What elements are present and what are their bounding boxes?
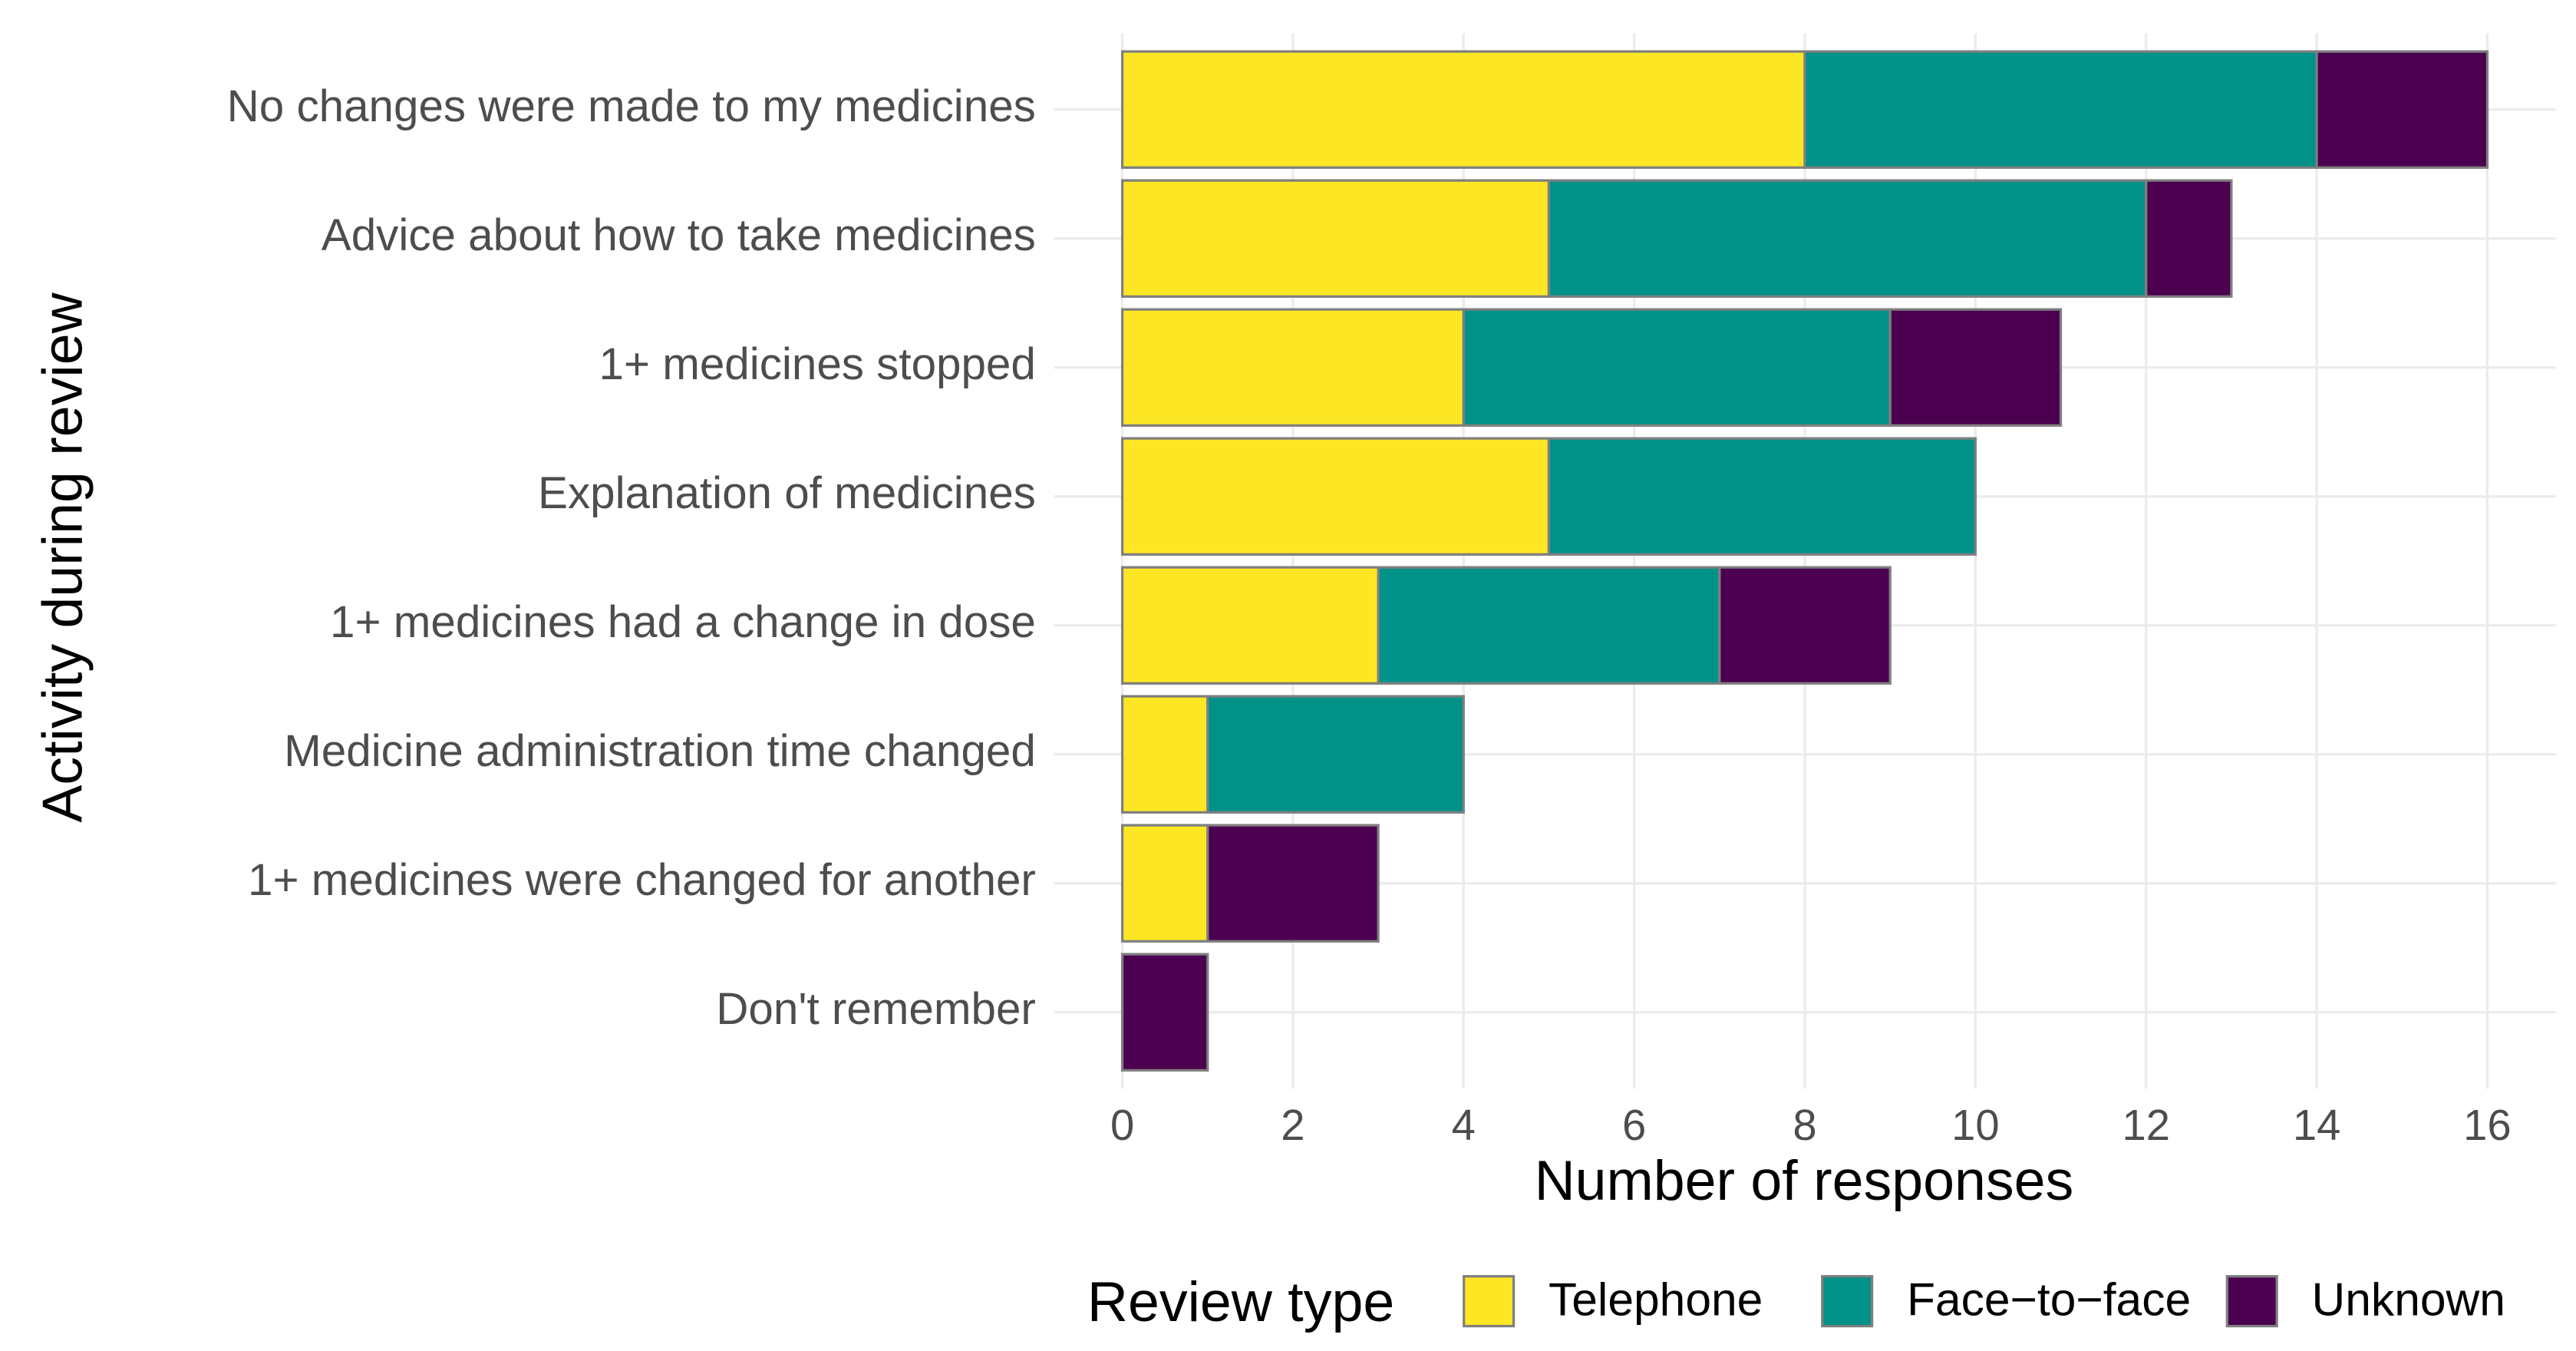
- y-tick-label: No changes were made to my medicines: [227, 81, 1036, 131]
- y-tick-label: 1+ medicines had a change in dose: [330, 597, 1036, 647]
- bar-segment: [1206, 695, 1465, 814]
- bar-segment: [1888, 308, 2063, 427]
- bar-segment: [1462, 308, 1892, 427]
- x-tick-label: 8: [1793, 1101, 1816, 1149]
- bar-segment: [1803, 50, 2318, 169]
- x-tick-label: 4: [1452, 1101, 1476, 1149]
- bar-segment: [1120, 50, 1806, 169]
- bar-segment: [1120, 437, 1551, 556]
- y-tick-label: Medicine administration time changed: [284, 726, 1036, 776]
- bar-segment: [1547, 179, 2148, 298]
- y-tick-label: Explanation of medicines: [538, 468, 1036, 518]
- legend-label: Telephone: [1549, 1273, 1763, 1325]
- x-tick-label: 0: [1110, 1101, 1134, 1149]
- legend-key: [2225, 1275, 2278, 1328]
- legend-title: Review type: [1087, 1270, 1394, 1333]
- bar-segment: [1120, 566, 1380, 685]
- x-axis-title: Number of responses: [1535, 1148, 2074, 1212]
- x-tick-label: 6: [1622, 1101, 1646, 1149]
- x-tick-label: 12: [2122, 1101, 2170, 1149]
- legend-key: [1821, 1275, 1874, 1328]
- bar-segment: [1120, 179, 1551, 298]
- bar-segment: [1718, 566, 1892, 685]
- x-tick-label: 14: [2293, 1101, 2341, 1149]
- legend-label: Face−to−face: [1907, 1273, 2191, 1325]
- bar-segment: [2145, 179, 2233, 298]
- y-tick-label: Don't remember: [716, 984, 1036, 1034]
- bar-segment: [1377, 566, 1721, 685]
- x-tick-label: 16: [2463, 1101, 2512, 1149]
- bar-segment: [2315, 50, 2489, 169]
- bar-segment: [1547, 437, 1977, 556]
- x-tick-label: 2: [1281, 1101, 1304, 1149]
- bar-segment: [1206, 824, 1380, 943]
- y-tick-label: 1+ medicines stopped: [599, 339, 1035, 389]
- x-tick-label: 10: [1951, 1101, 2000, 1149]
- bar-segment: [1120, 308, 1465, 427]
- y-axis-title: Activity during review: [31, 292, 94, 822]
- bar-segment: [1120, 824, 1209, 943]
- y-tick-label: Advice about how to take medicines: [322, 210, 1036, 260]
- legend-label: Unknown: [2312, 1273, 2505, 1325]
- y-tick-label: 1+ medicines were changed for another: [248, 855, 1036, 905]
- bar-segment: [1120, 953, 1209, 1072]
- legend-key: [1463, 1275, 1516, 1328]
- bar-segment: [1120, 695, 1209, 814]
